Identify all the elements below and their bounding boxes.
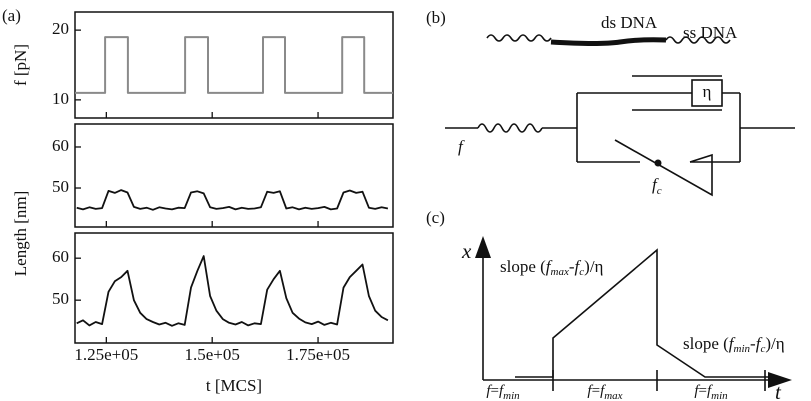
text-part: f xyxy=(575,257,582,276)
dashpot-label: η xyxy=(703,82,712,101)
y-axis-label: x xyxy=(461,239,472,263)
text-part: f xyxy=(486,383,492,399)
text-part: c xyxy=(657,185,662,197)
x-tick-label: 1.5e+05 xyxy=(184,345,239,364)
text-part: f xyxy=(652,175,659,194)
x-axis-label: t xyxy=(775,380,782,401)
plot-frame xyxy=(74,232,394,344)
text-part: )/η xyxy=(765,334,784,353)
series-line xyxy=(75,36,393,94)
text-part: f xyxy=(546,257,553,276)
threshold-label: fc xyxy=(652,175,662,197)
text-part: c xyxy=(579,266,584,278)
x-axis-label: t [MCS] xyxy=(206,376,262,395)
x-tick-label: 1.25e+05 xyxy=(74,345,138,364)
slope-label: slope (fmin-fc)/η xyxy=(683,334,785,355)
text-part: f xyxy=(756,334,763,353)
y-axis-label: Length [nm] xyxy=(11,191,30,276)
text-part: c xyxy=(760,343,765,355)
y-axis-label: f [pN] xyxy=(11,44,30,86)
phase-label: f=fmax xyxy=(587,383,622,401)
text-part: min xyxy=(503,390,520,401)
text-part: f xyxy=(694,383,700,399)
ss-dna xyxy=(665,36,731,44)
text-part: - xyxy=(569,257,575,276)
y-tick-label: 20 xyxy=(52,19,69,38)
circuit xyxy=(445,75,795,197)
y-tick-label: 50 xyxy=(52,289,69,308)
panel-a: 10 20 f [pN] 50 60 Length [nm] 50 60 1.25e+05 1.5… xyxy=(11,11,394,395)
text-part: = xyxy=(592,383,600,399)
text-part: slope ( xyxy=(683,334,729,353)
ss-label: ss DNA xyxy=(683,23,738,42)
text-part: f xyxy=(499,383,505,399)
phase-label: f=fmin xyxy=(694,383,728,401)
plot-frame xyxy=(74,11,394,119)
text-part: f xyxy=(729,334,736,353)
panel-label: (b) xyxy=(426,8,446,27)
x-tick-label: 1.75e+05 xyxy=(286,345,350,364)
force-label: f xyxy=(458,137,465,156)
y-tick-label: 10 xyxy=(52,89,69,108)
text-part: max xyxy=(551,266,569,278)
series-line xyxy=(76,255,389,327)
panel-label: (a) xyxy=(2,6,21,25)
ss-dna xyxy=(486,34,552,42)
text-part: max xyxy=(604,390,622,401)
text-part: f xyxy=(707,383,713,399)
series-line xyxy=(76,189,389,211)
text-part: f xyxy=(587,383,593,399)
ds-dna xyxy=(550,37,667,46)
text-part: = xyxy=(699,383,707,399)
text-part: f xyxy=(600,383,606,399)
ds-label: ds DNA xyxy=(601,13,658,32)
text-part: min xyxy=(734,343,751,355)
text-part: - xyxy=(750,334,756,353)
phase-label: f=fmin xyxy=(486,383,520,401)
text-part: )/η xyxy=(584,257,603,276)
text-part: slope ( xyxy=(500,257,546,276)
slope-label: slope (fmax-fc)/η xyxy=(500,257,603,278)
plot-frame xyxy=(74,123,394,228)
y-tick-label: 60 xyxy=(52,247,69,266)
phase-labels: f=fmin f=fmax f=fmin xyxy=(486,383,728,401)
text-part: min xyxy=(711,390,728,401)
schematic-axes xyxy=(475,236,792,391)
text-part: = xyxy=(491,383,499,399)
y-tick-label: 60 xyxy=(52,136,69,155)
y-tick-label: 50 xyxy=(52,177,69,196)
panel-label: (c) xyxy=(426,208,445,227)
